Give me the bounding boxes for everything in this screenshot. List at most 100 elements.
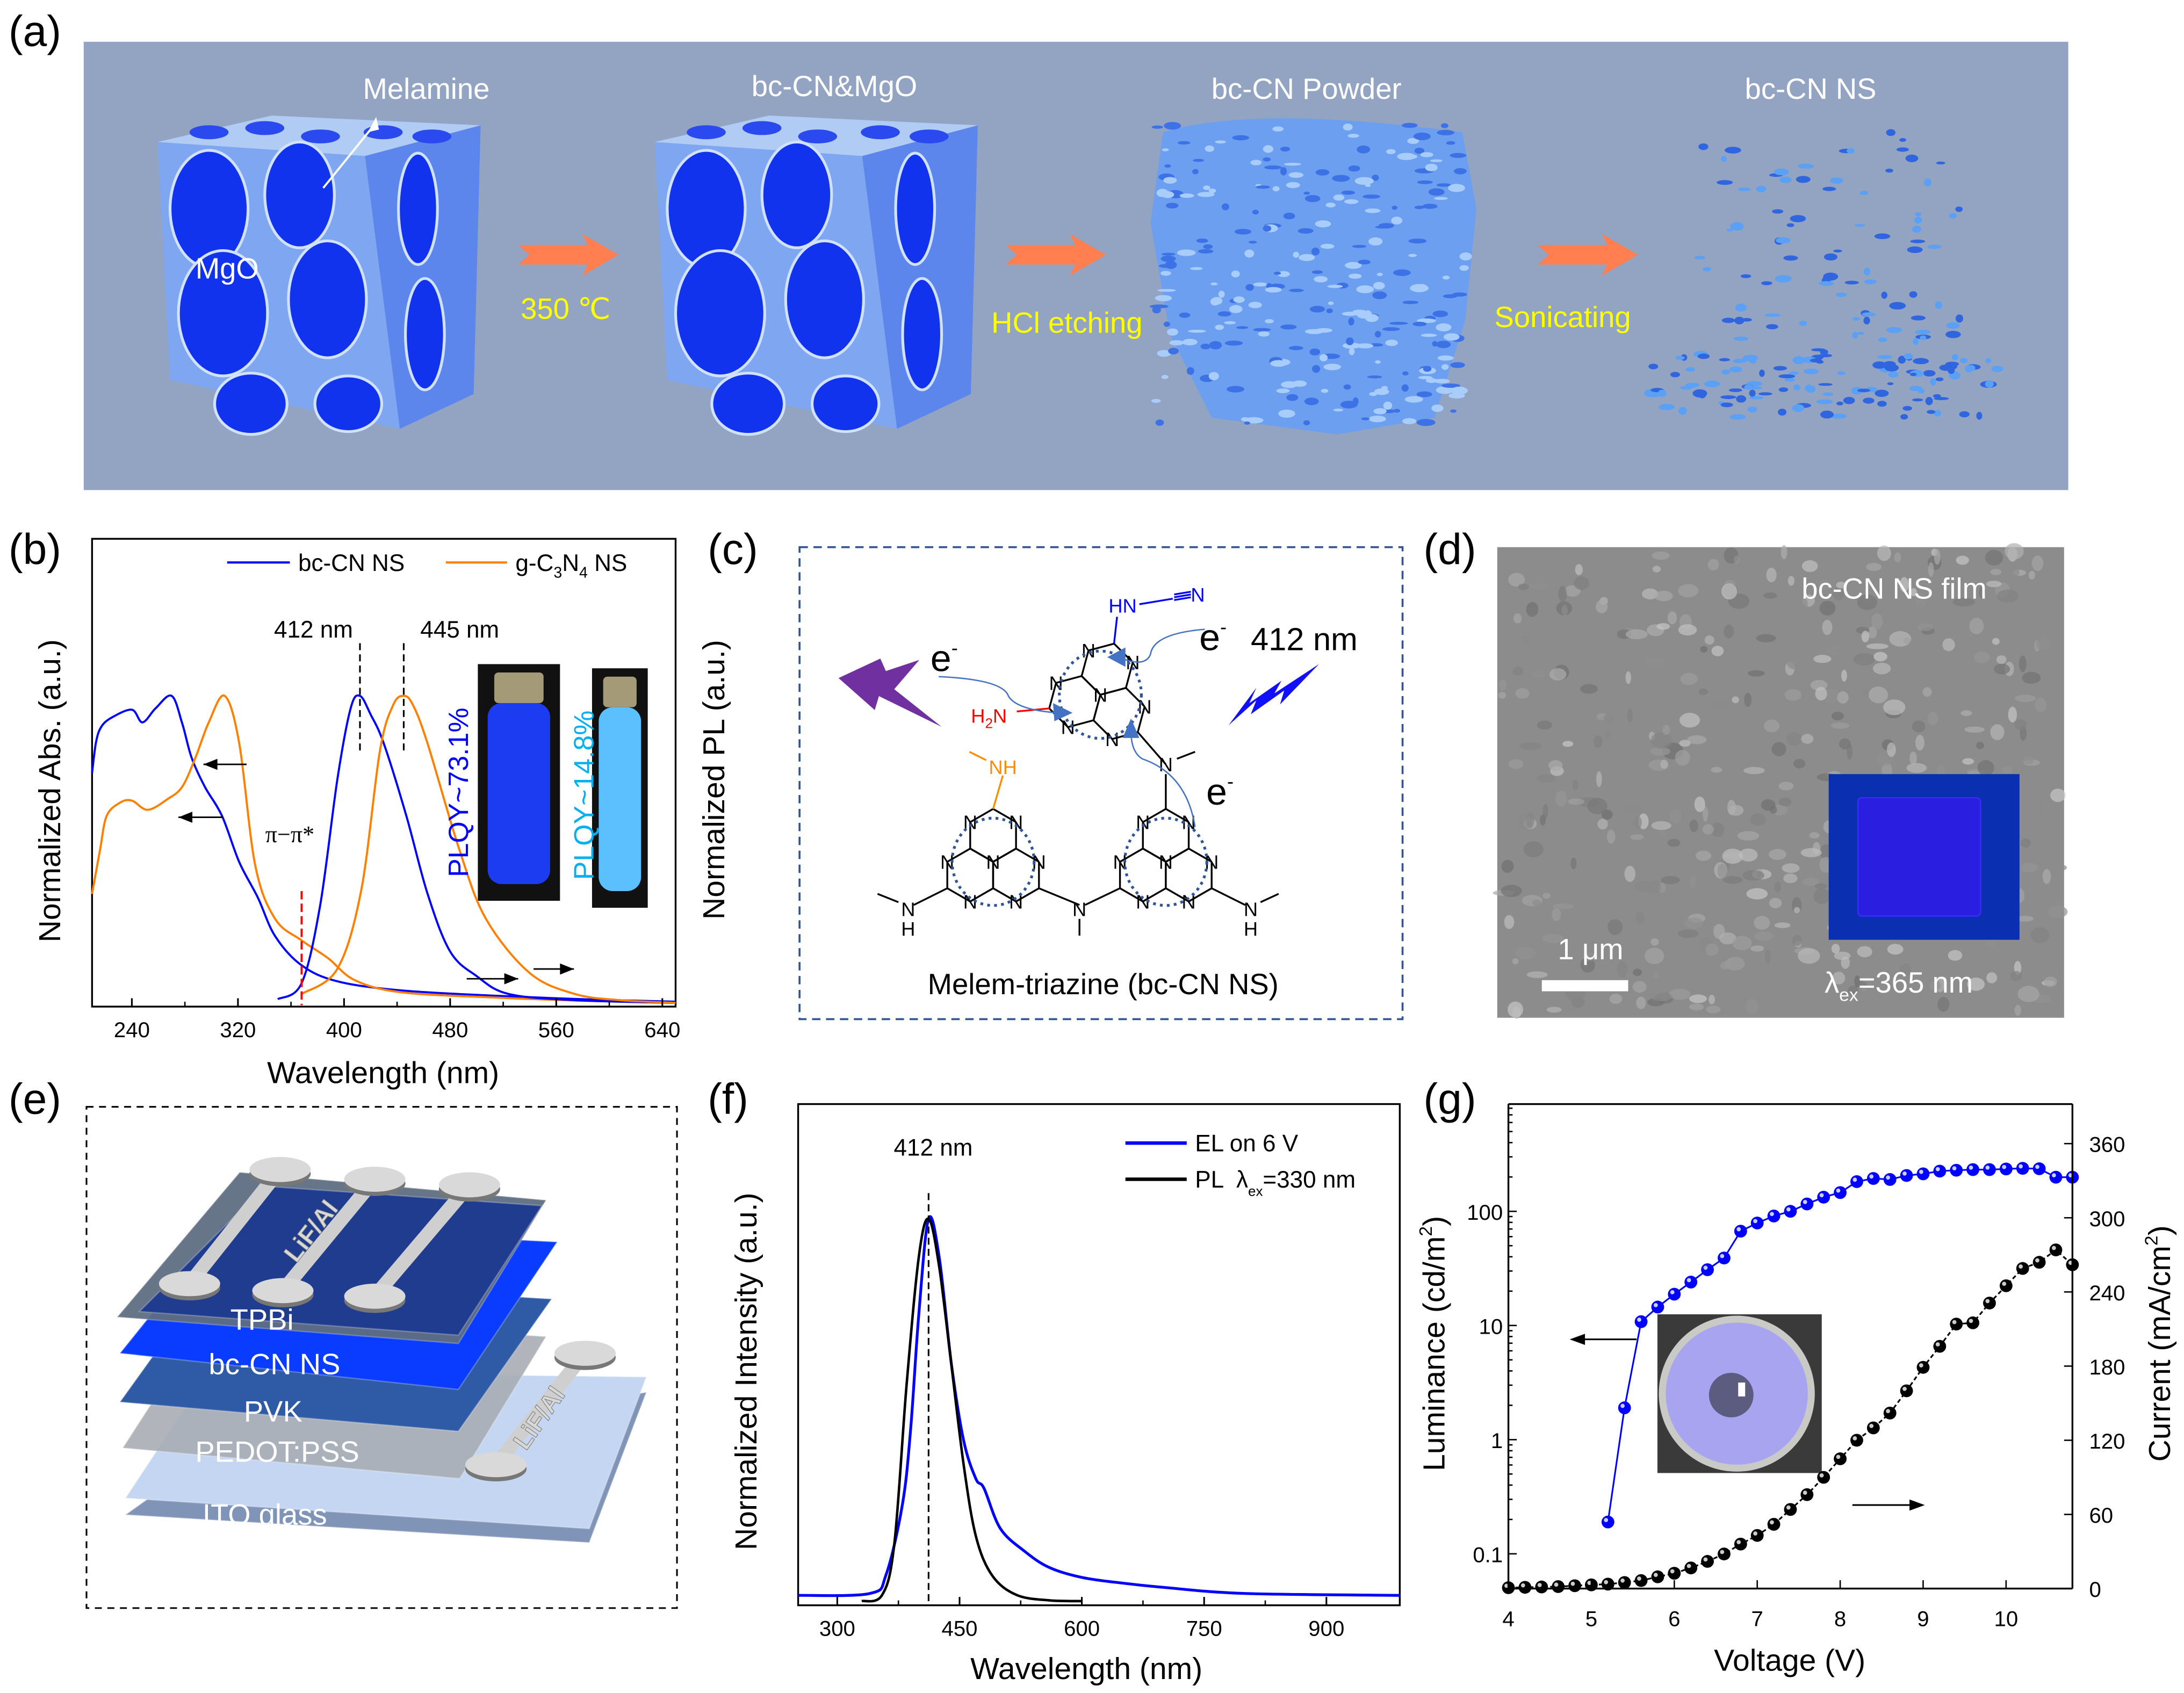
luminance-point [1834,1186,1847,1199]
sem-grain [1869,686,1889,704]
current-point [1900,1384,1913,1398]
nanosheet-flake [1949,213,1957,219]
sem-grain [2008,706,2017,722]
powder-flake [1402,122,1418,128]
melamine-mgo-cube-top-pore [412,129,452,143]
melamine-mgo-cube-side-face [365,125,481,429]
nanosheet-flake [1678,407,1687,415]
powder-flake [1256,185,1270,189]
point-highlight [1985,1166,1990,1170]
bond-nh [992,775,1004,809]
sem-grain [1822,619,1833,635]
panel-label-f: (f) [708,1075,748,1124]
point-highlight [1886,1409,1890,1414]
nanosheet-flake [1810,358,1822,363]
mgo-label: MgO [196,252,259,285]
sem-grain [1862,690,1870,696]
point-highlight [2019,1164,2023,1169]
nanosheet-flake [1933,394,1941,398]
sem-grain [1580,957,1595,973]
point-highlight [1935,1342,1940,1347]
sem-grain [1570,857,1577,870]
powder-flake [1304,397,1319,406]
nanosheet-flake [1694,256,1706,259]
nanosheet-flake [1719,358,1731,361]
luminance-point [1983,1163,1996,1176]
nanosheet-flake [1729,414,1746,420]
bccn-mgo-cube-top-pore [861,125,900,140]
nanosheet-flake [1805,384,1813,392]
sem-grain [1501,885,1522,898]
powder-flake [1430,159,1443,162]
sem-grain [1632,981,1647,993]
x-tick-label: 320 [220,1018,256,1042]
sem-grain [1633,816,1642,829]
electron-arrow-2 [1107,647,1126,667]
sem-grain [1841,669,1847,682]
powder-flake [1208,188,1216,193]
nanosheet-flake [1793,385,1801,390]
powder-flake [1283,212,1295,220]
sem-grain [1787,576,1794,586]
bond [1048,682,1057,709]
nanosheet-flake [1725,147,1741,154]
sem-grain [1546,1007,1562,1013]
powder-flake [1352,309,1367,314]
current-point [2049,1243,2063,1256]
sem-grain [2002,766,2012,774]
powder-flake [1284,163,1301,166]
electrode-pad [554,1341,616,1366]
sem-grain [1979,585,1986,599]
y-axis-label-right: Current (mA/cm2) [2142,1225,2176,1462]
sem-grain [1722,848,1743,864]
cyano-hn: HN [1108,595,1136,617]
x-tick-label: 480 [432,1018,468,1042]
sem-grain [1927,712,1938,726]
powder-flake [1203,244,1213,249]
nanosheet-flake [1721,317,1735,323]
nanosheet-flake [1735,303,1747,312]
powder-flake [1376,272,1383,277]
sem-grain [1624,865,1636,882]
nanosheet-flake [1775,275,1792,283]
powder-flake [1385,339,1398,346]
powder-flake [1346,337,1354,345]
point-highlight [1670,1290,1675,1294]
powder-flake [1420,152,1433,157]
nanosheet-flake [1758,392,1772,396]
sem-grain [1717,863,1727,879]
bond [1188,848,1213,863]
nanosheet-flake [1772,209,1784,214]
powder-flake [1224,321,1236,324]
point-highlight [2035,1164,2039,1169]
powder-flake [1197,192,1215,197]
sem-grain [1962,758,1974,765]
sem-grain [1960,710,1972,717]
sem-grain [1792,934,1802,946]
sem-grain [1707,559,1719,570]
triple-bond [1174,590,1191,596]
vial-cap-1 [494,672,544,704]
powder-flake [1167,328,1178,336]
electron-arrow-1 [1053,703,1073,721]
sem-grain [1801,597,1808,614]
sem-grain [1732,936,1752,951]
panel-d-sem-image: bc-CN NS film 1 μm λex=365 nm [1493,543,2068,1019]
luminance-point [1784,1205,1797,1218]
powder-flake [1413,132,1431,141]
point-highlight [1753,1219,1757,1224]
arrow-to-left-axis-1-head [203,758,218,770]
sem-grain [1679,713,1700,728]
sem-grain [1549,668,1567,681]
powder-flake [1299,254,1315,261]
point-highlight [1736,1540,1741,1545]
powder-flake [1253,282,1267,287]
luminance-point [2032,1162,2046,1175]
sem-grain [1532,899,1541,906]
sem-grain [1677,929,1699,938]
sem-grain [1518,813,1532,830]
sem-grain [1597,819,1608,830]
powder-flake [1179,312,1191,318]
y-left-tick-label: 0.1 [1473,1543,1503,1567]
nanosheet-flake [1915,330,1931,335]
